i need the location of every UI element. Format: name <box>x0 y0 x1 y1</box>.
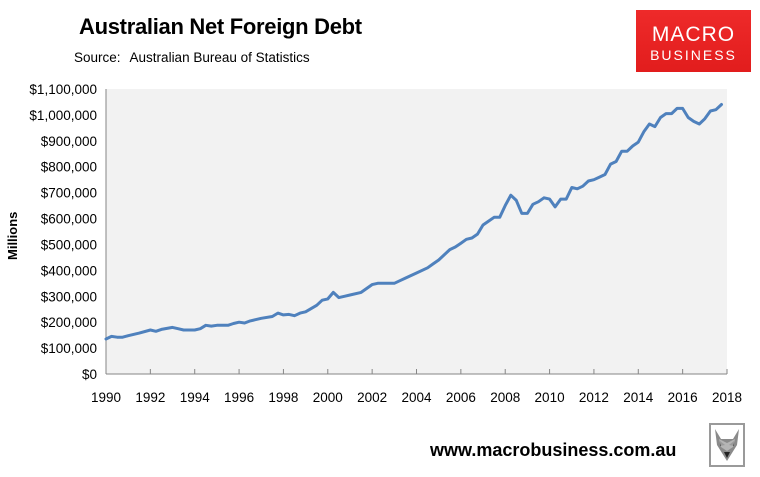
x-tick-label: 1994 <box>180 390 211 405</box>
x-axis-ticks: 1990 1992 1994 1996 1998 2000 2002 2004 2006 2008… <box>91 369 742 405</box>
y-tick-label: $400,000 <box>41 263 97 278</box>
net-foreign-debt-line <box>104 103 723 341</box>
y-tick-label: $500,000 <box>41 237 97 252</box>
y-tick-label: $200,000 <box>41 315 97 330</box>
x-tick-label: 2002 <box>357 390 387 405</box>
x-tick-label: 2016 <box>668 390 698 405</box>
y-tick-label: $600,000 <box>41 212 97 227</box>
macrobusiness-logo: MACRO BUSINESS <box>636 10 751 72</box>
x-tick-label: 2012 <box>579 390 609 405</box>
chart-source: Source: Australian Bureau of Statistics <box>74 50 310 65</box>
chart-title: Australian Net Foreign Debt <box>79 14 362 39</box>
y-axis-ticks: $0 $100,000 $200,000 $300,000 $400,000 $500,0… <box>29 82 97 382</box>
x-tick-label: 1996 <box>224 390 254 405</box>
y-tick-label: $700,000 <box>41 186 97 201</box>
x-tick-label: 2014 <box>623 390 654 405</box>
x-tick-label: 2008 <box>490 390 520 405</box>
source-label: Source: <box>74 50 121 65</box>
fox-head-icon <box>709 423 745 467</box>
source-value: Australian Bureau of Statistics <box>129 50 310 65</box>
y-tick-label: $1,100,000 <box>29 82 97 97</box>
logo-line2: BUSINESS <box>650 47 737 63</box>
x-tick-label: 2010 <box>535 390 565 405</box>
x-tick-label: 2018 <box>712 390 742 405</box>
x-tick-label: 2006 <box>446 390 476 405</box>
y-tick-label: $0 <box>82 367 97 382</box>
website-url: www.macrobusiness.com.au <box>430 440 677 460</box>
y-tick-label: $100,000 <box>41 341 97 356</box>
y-tick-label: $800,000 <box>41 160 97 175</box>
y-tick-label: $900,000 <box>41 134 97 149</box>
y-tick-label: $1,000,000 <box>29 108 97 123</box>
y-tick-label: $300,000 <box>41 289 97 304</box>
x-tick-label: 1992 <box>135 390 165 405</box>
x-tick-label: 1998 <box>268 390 298 405</box>
plot-area <box>106 89 727 374</box>
x-tick-label: 2000 <box>313 390 343 405</box>
x-tick-label: 2004 <box>401 390 432 405</box>
x-tick-label: 1990 <box>91 390 121 405</box>
logo-line1: MACRO <box>651 23 736 46</box>
